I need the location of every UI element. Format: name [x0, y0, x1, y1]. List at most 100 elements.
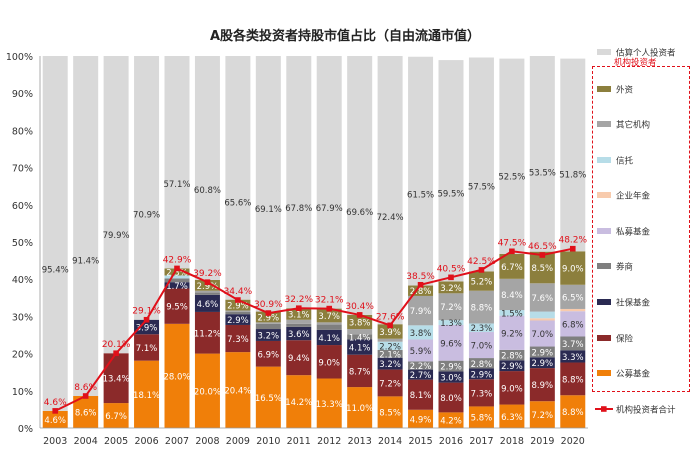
bar-segment — [499, 315, 525, 350]
bar-segment — [286, 375, 312, 428]
bar-segment — [438, 360, 464, 372]
segment-label: 4.2% — [440, 417, 462, 427]
segment-label: 2.9% — [532, 348, 554, 358]
segment-label: 9.4% — [288, 354, 310, 364]
line-marker — [539, 252, 546, 258]
x-tick-label: 2016 — [439, 436, 463, 447]
segment-label: 7.0% — [532, 330, 554, 340]
segment-label: 9.0% — [501, 384, 523, 394]
line-label: 40.5% — [437, 264, 466, 274]
bar-segment — [194, 290, 220, 293]
bar-segment — [286, 323, 312, 327]
x-tick-label: 2008 — [195, 436, 219, 447]
segment-label: 67.9% — [316, 204, 343, 214]
bar-segment — [438, 382, 464, 413]
segment-label: 9.5% — [166, 303, 188, 313]
line-marker — [387, 322, 393, 329]
bar-segment — [164, 268, 190, 276]
line-marker — [478, 267, 485, 273]
bar-segment — [164, 323, 190, 428]
legend: 估算个人投资者外资其它机构信托企业年金私募基金券商社保基金保险公募基金机构投资者… — [595, 48, 676, 416]
bar-segment — [438, 281, 464, 294]
y-tick-label: 100% — [6, 52, 33, 63]
bar-segment — [468, 323, 494, 333]
legend-label: 其它机构 — [616, 120, 650, 131]
segment-label: 13.3% — [316, 400, 343, 410]
bar-segment — [408, 325, 434, 340]
segment-label: 57.1% — [163, 180, 190, 190]
segment-label: 2.9% — [471, 370, 493, 380]
legend-label: 外资 — [616, 85, 634, 96]
y-tick-label: 30% — [12, 312, 33, 323]
y-tick-label: 50% — [12, 238, 33, 249]
bar-segment — [408, 379, 434, 410]
bar-segment — [164, 282, 190, 289]
bar-segment — [529, 357, 555, 369]
bar-segment — [347, 387, 373, 428]
segment-label: 7.3% — [227, 335, 249, 345]
legend-label: 社保基金 — [616, 298, 651, 309]
segment-label: 3.0% — [440, 374, 462, 384]
x-tick-label: 2009 — [226, 436, 250, 447]
bar-segment — [164, 288, 190, 324]
line-label: 32.1% — [315, 296, 344, 306]
segment-label: 9.0% — [318, 358, 340, 368]
x-tick-label: 2019 — [530, 436, 554, 447]
legend-label: 企业年金 — [616, 191, 651, 202]
bar-segment — [560, 362, 586, 396]
bar-segment — [377, 338, 403, 342]
segment-label: 53.5% — [529, 169, 556, 179]
legend-swatch — [597, 192, 611, 198]
legend-label: 估算个人投资者 — [616, 48, 676, 59]
bar-segment — [316, 308, 342, 323]
bar-segment — [560, 284, 586, 309]
y-tick-label: 0% — [18, 424, 33, 435]
segment-label: 3.1% — [288, 310, 310, 320]
segment-label: 6.5% — [562, 293, 584, 303]
bar-segment — [529, 56, 555, 252]
segment-label: 5.9% — [410, 347, 432, 357]
bar-segment — [225, 314, 251, 325]
bar-segment — [468, 332, 494, 359]
segment-label: 2.7% — [410, 371, 432, 381]
x-tick-label: 2007 — [165, 436, 189, 447]
segment-label: 8.4% — [501, 291, 523, 301]
bar-segment — [347, 334, 373, 340]
segment-label: 8.8% — [562, 375, 584, 385]
x-tick-label: 2006 — [134, 436, 158, 447]
segment-label: 3.8% — [349, 318, 371, 328]
bar-segment — [164, 56, 190, 269]
x-tick-label: 2018 — [500, 436, 524, 447]
bars — [42, 56, 586, 428]
bar-segment — [438, 60, 464, 282]
segment-label: 3.8% — [410, 329, 432, 339]
segment-label: 57.5% — [468, 182, 495, 192]
bar-segment — [316, 378, 342, 428]
bar-segment — [73, 396, 99, 428]
bar-segment — [408, 409, 434, 428]
bar-segment — [255, 366, 281, 428]
bar-segment — [560, 336, 586, 351]
segment-label: 2.9% — [227, 316, 249, 326]
legend-swatch — [597, 121, 611, 127]
bar-segment — [468, 271, 494, 291]
segment-label: 5.8% — [471, 414, 493, 424]
bar-segment — [529, 368, 555, 402]
y-tick-label: 70% — [12, 164, 33, 175]
bar-segment — [377, 56, 403, 325]
legend-swatch — [597, 86, 611, 92]
bar-segment — [255, 329, 281, 341]
line-marker — [448, 274, 454, 281]
segment-label: 3.2% — [440, 284, 462, 294]
segment-label: 2.8% — [410, 287, 432, 297]
legend-swatch — [597, 49, 611, 55]
segment-label: 3.7% — [562, 340, 584, 350]
segment-label: 2.9% — [440, 363, 462, 373]
line-label: 27.6% — [376, 312, 405, 322]
line-label: 47.5% — [498, 238, 527, 248]
segment-label: 7.0% — [471, 342, 493, 352]
x-tick-label: 2003 — [43, 436, 67, 447]
legend-group-label: 机构投资者 — [614, 57, 657, 68]
bar-segment — [347, 56, 373, 315]
segment-label: 3.9% — [136, 324, 158, 334]
